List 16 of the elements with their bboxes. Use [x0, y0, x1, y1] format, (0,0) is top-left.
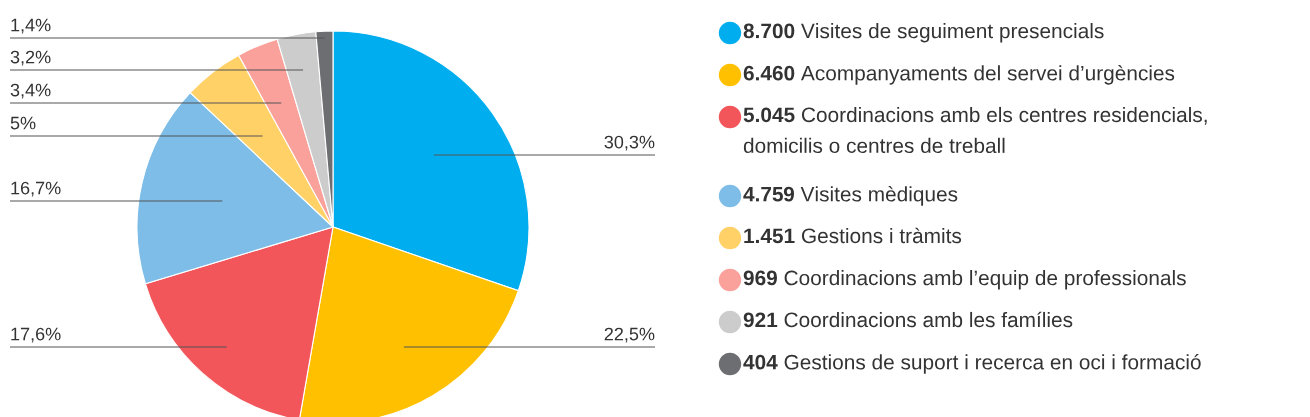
data-label: 3,4%	[10, 83, 51, 99]
legend-label: 4.759 Visites mèdiques	[743, 186, 958, 206]
data-label: 30,3%	[604, 135, 655, 151]
legend-label: 404 Gestions de suport i recerca en oci i formació	[743, 354, 1201, 374]
data-label: 16,7%	[11, 181, 61, 197]
legend-label: 969 Coordinacions amb l’equip de professionals	[743, 270, 1186, 290]
data-label: 1,4%	[11, 18, 51, 34]
legend-label: 6.460 Acompanyaments del servei d’urgències	[743, 65, 1175, 85]
data-label: 17,6%	[11, 327, 61, 343]
legend-label: 921 Coordinacions amb les famílies	[743, 311, 1073, 328]
data-label: 5%	[10, 116, 36, 130]
legend-label: 1.451 Gestions i tràmits	[744, 227, 962, 244]
data-label: 22,5%	[604, 327, 655, 343]
legend-label: 5.045 Coordinacions amb els centres residencials, domicilis o centres de treball	[743, 106, 1207, 154]
data-label: 3,2%	[10, 50, 51, 66]
legend-label: 8.700 Visites de seguiment presencials	[743, 23, 1104, 43]
